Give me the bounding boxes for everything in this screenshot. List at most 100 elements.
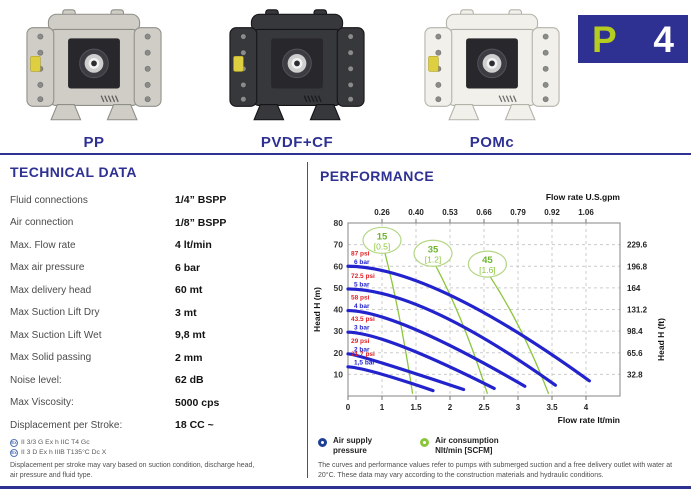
ex-atex-icon: Ex xyxy=(10,448,18,457)
svg-text:0.79: 0.79 xyxy=(510,208,526,217)
svg-text:2: 2 xyxy=(448,403,453,412)
spec-row: Max air pressure 6 bar xyxy=(10,257,298,280)
svg-text:5 bar: 5 bar xyxy=(354,281,370,288)
legend-label: Air supply pressure xyxy=(333,436,372,456)
pump-figure-pp: PP xyxy=(14,6,174,151)
svg-text:35: 35 xyxy=(428,244,439,255)
svg-text:Head H (ft): Head H (ft) xyxy=(656,318,666,361)
spec-row: Air connection 1/8” BSPP xyxy=(10,212,298,235)
svg-text:131.2: 131.2 xyxy=(627,306,648,315)
technical-data-title: TECHNICAL DATA xyxy=(10,164,137,180)
svg-text:3: 3 xyxy=(516,403,521,412)
svg-text:1.06: 1.06 xyxy=(578,208,594,217)
p4-model-badge: P 4 xyxy=(578,15,688,63)
bottom-divider-rule xyxy=(0,486,691,489)
legend-line: Air supply xyxy=(333,436,373,445)
performance-chart: 15[0.5] 35[1.2] 45[1.6] 87 psi 6 bar 72.5 psi… xyxy=(312,192,666,425)
svg-text:50: 50 xyxy=(334,283,344,293)
pump-label-pomc: POMc xyxy=(469,134,515,151)
spec-value: 4 lt/min xyxy=(175,239,212,252)
spec-value: 1/4” BSPP xyxy=(175,194,227,207)
spec-row: Noise level: 62 dB xyxy=(10,369,298,392)
svg-text:29 psi: 29 psi xyxy=(351,338,370,345)
spec-label: Max Suction Lift Dry xyxy=(10,307,100,319)
performance-title: PERFORMANCE xyxy=(320,168,435,184)
svg-text:[1.6]: [1.6] xyxy=(479,265,496,275)
legend-label: Air consumption Nlt/min [SCFM] xyxy=(435,436,499,456)
svg-text:1.5: 1.5 xyxy=(410,403,422,412)
svg-text:0.53: 0.53 xyxy=(442,208,458,217)
svg-text:4 bar: 4 bar xyxy=(354,303,370,310)
svg-text:10: 10 xyxy=(334,369,344,379)
svg-text:0.92: 0.92 xyxy=(544,208,560,217)
spec-value: 9,8 mt xyxy=(175,329,206,342)
atex-text: II 3 D Ex h IIIB T135°C Dc X xyxy=(21,449,107,456)
spec-row: Max Solid passing 2 mm xyxy=(10,347,298,370)
spec-value: 2 mm xyxy=(175,351,203,364)
technical-footnote: Displacement per stroke may vary based o… xyxy=(10,462,255,479)
spec-row: Max delivery head 60 mt xyxy=(10,279,298,302)
spec-row: Max Suction Lift Dry 3 mt xyxy=(10,302,298,325)
spec-row: Max Viscosity: 5000 cps xyxy=(10,392,298,415)
legend-line: Air consumption xyxy=(435,436,499,445)
svg-text:20: 20 xyxy=(334,348,344,358)
ex-atex-icon: Ex xyxy=(10,438,18,447)
pump-illustration xyxy=(229,9,365,121)
svg-text:98.4: 98.4 xyxy=(627,327,643,336)
svg-text:21.7 psi: 21.7 psi xyxy=(351,351,375,358)
spec-row: Displacement per Stroke: 18 CC ~ xyxy=(10,414,298,437)
svg-text:30: 30 xyxy=(334,326,344,336)
pump-figure-pomc: POMc xyxy=(412,6,572,151)
spec-label: Max. Flow rate xyxy=(10,239,76,251)
top-divider-rule xyxy=(0,153,691,155)
svg-text:0.26: 0.26 xyxy=(374,208,390,217)
legend-item-air-supply: Air supply pressure xyxy=(318,436,372,456)
svg-text:[0.5]: [0.5] xyxy=(374,241,391,251)
svg-text:3 bar: 3 bar xyxy=(354,325,370,332)
spec-label: Air connection xyxy=(10,217,74,229)
svg-text:Flow rate lt/min: Flow rate lt/min xyxy=(558,415,620,425)
svg-text:4: 4 xyxy=(584,403,589,412)
legend-line: pressure xyxy=(333,446,367,455)
atex-line: Ex II 3 D Ex h IIIB T135°C Dc X xyxy=(10,448,106,457)
svg-text:40: 40 xyxy=(334,305,344,315)
svg-text:2 bar: 2 bar xyxy=(354,346,370,353)
spec-label: Displacement per Stroke: xyxy=(10,419,123,431)
badge-letter: P xyxy=(592,18,617,60)
svg-text:70: 70 xyxy=(334,240,344,250)
svg-text:65.6: 65.6 xyxy=(627,349,643,358)
svg-text:43.5 psi: 43.5 psi xyxy=(351,316,375,323)
svg-text:229.6: 229.6 xyxy=(627,241,648,250)
svg-text:164: 164 xyxy=(627,284,641,293)
atex-line: Ex II 3/3 G Ex h IIC T4 Gc xyxy=(10,438,106,447)
svg-text:1: 1 xyxy=(380,403,385,412)
svg-text:15: 15 xyxy=(377,231,388,242)
svg-text:80: 80 xyxy=(334,218,344,228)
spec-value: 1/8” BSPP xyxy=(175,216,227,229)
pump-figure-pvdf-cf: PVDF+CF xyxy=(212,6,382,151)
svg-text:0: 0 xyxy=(346,403,351,412)
svg-text:87 psi: 87 psi xyxy=(351,250,370,257)
svg-text:45: 45 xyxy=(482,255,493,266)
svg-text:58 psi: 58 psi xyxy=(351,295,370,302)
spec-label: Noise level: xyxy=(10,374,62,386)
spec-row: Fluid connections 1/4” BSPP xyxy=(10,189,298,212)
spec-value: 6 bar xyxy=(175,261,201,274)
spec-value: 18 CC ~ xyxy=(175,419,214,432)
pump-illustration xyxy=(26,9,162,121)
blue-circle-icon xyxy=(318,438,327,447)
spec-row: Max. Flow rate 4 lt/min xyxy=(10,234,298,257)
spec-row: Max Suction Lift Wet 9,8 mt xyxy=(10,324,298,347)
svg-text:0.40: 0.40 xyxy=(408,208,424,217)
atex-certifications: Ex II 3/3 G Ex h IIC T4 Gc Ex II 3 D Ex … xyxy=(10,438,106,458)
spec-label: Fluid connections xyxy=(10,194,88,206)
spec-label: Max Suction Lift Wet xyxy=(10,329,102,341)
pump-label-pp: PP xyxy=(83,134,105,151)
chart-legend: Air supply pressure Air consumption Nlt/… xyxy=(318,436,499,456)
badge-number: 4 xyxy=(653,18,674,60)
column-divider-rule xyxy=(307,162,308,478)
spec-value: 60 mt xyxy=(175,284,203,297)
svg-text:3.5: 3.5 xyxy=(546,403,558,412)
performance-footnote: The curves and performance values refer … xyxy=(318,462,673,479)
